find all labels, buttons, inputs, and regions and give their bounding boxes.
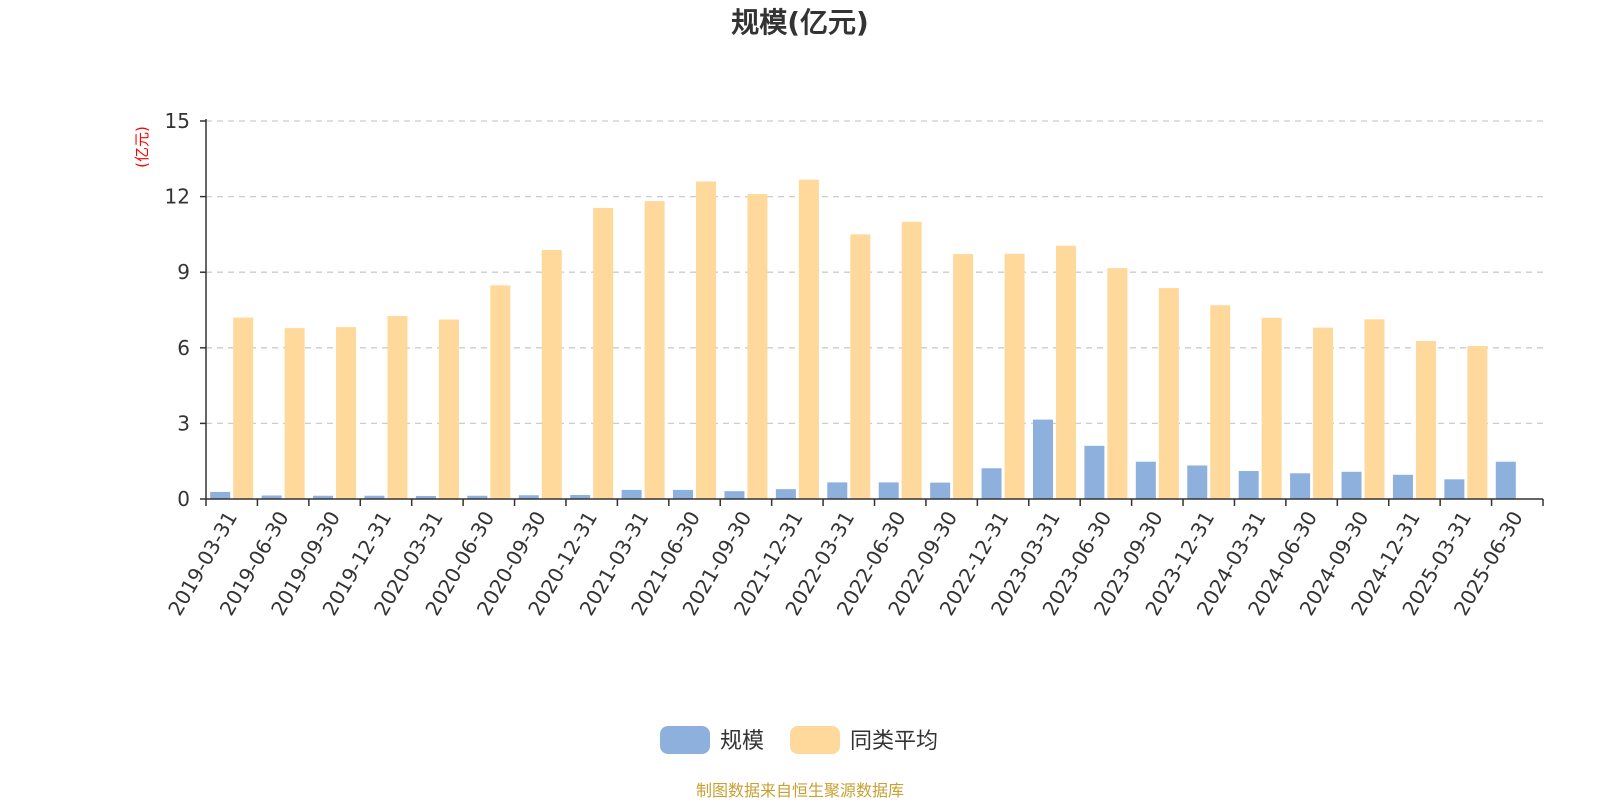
bar-scale[interactable] xyxy=(1444,479,1465,499)
bar-scale[interactable] xyxy=(1238,471,1259,499)
bar-peer-average[interactable] xyxy=(901,221,922,500)
chart-title: 规模(亿元) xyxy=(731,6,869,39)
bar-peer-average[interactable] xyxy=(1210,305,1231,499)
bar-scale[interactable] xyxy=(621,489,642,499)
bar-peer-average[interactable] xyxy=(387,316,408,499)
bars xyxy=(210,179,1516,500)
y-tick-label: 15 xyxy=(165,109,190,133)
bar-scale[interactable] xyxy=(930,482,951,499)
y-tick-label: 9 xyxy=(177,260,190,284)
bar-peer-average[interactable] xyxy=(747,194,768,499)
source-note: 制图数据来自恒生聚源数据库 xyxy=(696,781,904,800)
bar-peer-average[interactable] xyxy=(593,207,614,499)
bar-peer-average[interactable] xyxy=(1107,268,1128,499)
y-tick-label: 3 xyxy=(177,411,190,435)
bar-peer-average[interactable] xyxy=(953,254,974,499)
bar-peer-average[interactable] xyxy=(541,250,562,499)
bar-scale[interactable] xyxy=(1187,465,1208,499)
y-tick-label: 6 xyxy=(177,336,190,360)
bar-scale[interactable] xyxy=(724,491,745,499)
bar-scale[interactable] xyxy=(827,482,848,499)
bar-scale[interactable] xyxy=(1341,471,1362,499)
y-tick-label: 0 xyxy=(177,487,190,511)
bar-peer-average[interactable] xyxy=(1364,319,1385,499)
y-axis-label: (亿元) xyxy=(133,126,151,168)
bar-scale[interactable] xyxy=(364,495,385,499)
bar-peer-average[interactable] xyxy=(696,181,717,500)
bar-scale[interactable] xyxy=(1495,461,1516,499)
bar-peer-average[interactable] xyxy=(490,285,511,499)
bar-peer-average[interactable] xyxy=(336,327,357,499)
bar-peer-average[interactable] xyxy=(798,179,819,499)
bar-scale[interactable] xyxy=(775,489,796,499)
bar-scale[interactable] xyxy=(518,495,539,499)
bar-scale[interactable] xyxy=(673,489,694,499)
bar-peer-average[interactable] xyxy=(233,317,254,499)
bar-scale[interactable] xyxy=(210,491,231,499)
bar-peer-average[interactable] xyxy=(438,319,459,499)
bar-peer-average[interactable] xyxy=(850,234,871,499)
y-axis-ticks: 0 3 6 9 12 15 xyxy=(165,109,206,511)
bar-peer-average[interactable] xyxy=(1158,288,1179,499)
legend-label-scale[interactable]: 规模 xyxy=(720,729,764,754)
bar-scale[interactable] xyxy=(1135,461,1156,499)
bar-scale[interactable] xyxy=(261,495,282,499)
legend-swatch-scale[interactable] xyxy=(660,726,710,754)
bar-peer-average[interactable] xyxy=(644,201,665,500)
legend-swatch-peer-average[interactable] xyxy=(790,726,840,754)
bar-peer-average[interactable] xyxy=(284,328,305,499)
x-axis-ticks: 2019-03-312019-06-302019-09-302019-12-31… xyxy=(163,499,1544,620)
bar-peer-average[interactable] xyxy=(1467,346,1488,499)
bar-scale[interactable] xyxy=(415,495,436,499)
bar-scale[interactable] xyxy=(1290,473,1311,499)
y-tick-label: 12 xyxy=(165,185,190,209)
bar-scale[interactable] xyxy=(1032,419,1053,499)
bar-scale[interactable] xyxy=(313,495,334,499)
bar-scale[interactable] xyxy=(1392,474,1413,499)
legend: 规模 同类平均 xyxy=(660,726,938,754)
legend-label-peer-average[interactable]: 同类平均 xyxy=(850,729,938,754)
bar-scale[interactable] xyxy=(878,482,899,499)
bar-scale[interactable] xyxy=(570,494,591,499)
bar-peer-average[interactable] xyxy=(1313,327,1334,499)
bar-scale[interactable] xyxy=(1084,445,1105,499)
bar-peer-average[interactable] xyxy=(1004,253,1025,499)
bar-peer-average[interactable] xyxy=(1415,340,1436,499)
bar-peer-average[interactable] xyxy=(1261,317,1282,499)
bar-scale[interactable] xyxy=(467,495,488,499)
bar-peer-average[interactable] xyxy=(1055,245,1076,499)
bar-scale[interactable] xyxy=(981,468,1002,499)
